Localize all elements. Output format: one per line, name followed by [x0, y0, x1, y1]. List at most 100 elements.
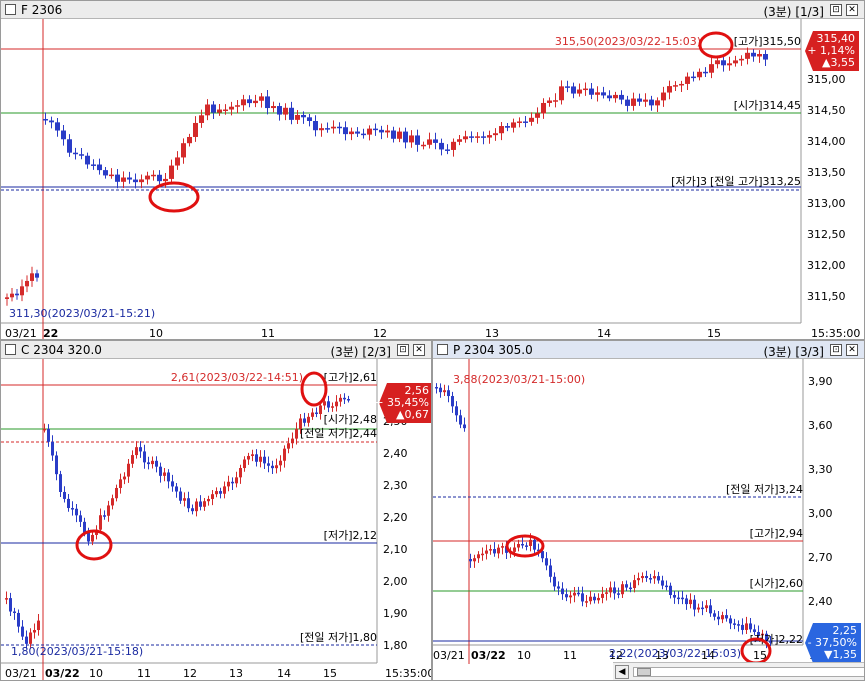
y-axis-label: 311,50 — [807, 290, 846, 303]
candle-body — [727, 63, 732, 66]
candle-body — [217, 109, 222, 113]
candle-body — [577, 89, 582, 94]
highlight-circle — [75, 529, 113, 561]
high-label: [고가]2,94 — [750, 527, 803, 540]
candle-body — [565, 594, 568, 598]
candle-body — [553, 576, 556, 587]
scrollbar-thumb[interactable] — [637, 668, 651, 676]
restore-icon[interactable]: ⊡ — [830, 344, 842, 356]
restore-icon[interactable]: ⊡ — [397, 344, 409, 356]
candle-body — [511, 122, 516, 128]
panel-titlebar: F 2306 (3분) [1/3] ⊡ ✕ — [1, 1, 864, 19]
restore-icon[interactable]: ⊡ — [830, 4, 842, 16]
open-label: [시가]2,48 — [324, 413, 377, 426]
close-icon[interactable]: ✕ — [846, 344, 858, 356]
x-axis-label: 12 — [183, 667, 197, 680]
scroll-left-button[interactable]: ◀ — [615, 665, 629, 679]
candle-body — [721, 615, 724, 620]
candle-body — [533, 539, 536, 550]
candle-body — [239, 468, 242, 478]
candle-body — [67, 139, 72, 153]
candle-body — [373, 128, 378, 131]
x-axis-label: 14 — [277, 667, 291, 680]
candle-body — [619, 94, 624, 100]
candle-body — [553, 100, 558, 102]
candle-body — [613, 587, 616, 594]
scrollbar-track[interactable] — [633, 667, 864, 677]
candle-body — [295, 114, 300, 120]
candlestick-chart-put[interactable]: 3,903,603,303,002,702,402,1003/2103/2210… — [433, 359, 865, 664]
candle-body — [291, 438, 294, 444]
candle-body — [223, 486, 226, 494]
y-axis-label: 2,20 — [383, 511, 408, 524]
panel-symbol: F 2306 — [21, 3, 63, 17]
candle-body — [25, 636, 28, 644]
candle-body — [47, 428, 50, 442]
candle-body — [199, 115, 204, 123]
candle-body — [203, 501, 206, 507]
candle-body — [559, 86, 564, 101]
candle-body — [49, 120, 54, 123]
candle-body — [537, 549, 540, 552]
candle-body — [463, 136, 468, 140]
candle-body — [433, 139, 438, 143]
close-icon[interactable]: ✕ — [413, 344, 425, 356]
candle-body — [71, 508, 74, 510]
candle-body — [733, 60, 738, 64]
candle-body — [439, 387, 442, 393]
candle-body — [183, 498, 186, 501]
high-label: [고가]315,50 — [734, 35, 801, 48]
candle-body — [279, 460, 282, 466]
candle-body — [131, 455, 134, 464]
candle-body — [13, 611, 16, 614]
candle-body — [59, 474, 62, 492]
candle-body — [513, 547, 516, 552]
close-icon[interactable]: ✕ — [846, 4, 858, 16]
candlestick-chart-futures[interactable]: 315,00 314,50 314,00 313,50 313,00 312,50 312,… — [1, 19, 865, 340]
panel-checkbox[interactable] — [437, 344, 448, 355]
candlestick-chart-call[interactable]: 2,502,402,302,202,102,001,901,8003/2103/… — [1, 359, 432, 681]
prev-high-label: [전일 고가]313,25 — [710, 174, 801, 188]
candle-body — [677, 597, 680, 600]
candle-body — [729, 618, 732, 624]
x-axis-label: 15 — [753, 649, 767, 662]
candle-body — [243, 459, 246, 469]
candle-body — [35, 273, 39, 278]
candle-body — [339, 397, 342, 402]
candle-body — [315, 412, 318, 415]
candle-body — [235, 477, 238, 484]
candle-body — [637, 578, 640, 581]
candle-body — [163, 472, 166, 476]
candle-body — [581, 593, 584, 602]
candle-body — [385, 130, 390, 133]
candle-body — [143, 451, 146, 463]
candle-body — [97, 164, 102, 171]
candle-body — [645, 575, 648, 579]
candle-body — [17, 612, 20, 627]
y-axis-label: 314,50 — [807, 104, 846, 117]
candle-body — [119, 479, 122, 488]
candle-body — [717, 616, 720, 620]
candle-body — [557, 586, 560, 589]
candle-body — [459, 415, 462, 425]
candle-body — [319, 128, 324, 131]
candle-body — [159, 466, 162, 476]
candle-body — [275, 465, 278, 469]
candle-body — [629, 587, 632, 590]
candle-body — [457, 139, 462, 142]
candle-body — [521, 543, 524, 546]
candle-body — [657, 576, 660, 581]
candle-body — [595, 92, 600, 95]
x-axis-label: 10 — [517, 649, 531, 662]
candle-body — [443, 390, 446, 393]
candle-body — [403, 131, 408, 143]
panel-checkbox[interactable] — [5, 344, 16, 355]
candle-body — [103, 515, 106, 517]
candle-body — [207, 498, 210, 502]
candle-body — [739, 58, 744, 61]
panel-checkbox[interactable] — [5, 4, 16, 15]
candle-body — [493, 133, 498, 136]
candle-body — [91, 164, 96, 166]
price-box-text: + 1,14% — [807, 44, 855, 57]
candle-body — [303, 418, 306, 423]
